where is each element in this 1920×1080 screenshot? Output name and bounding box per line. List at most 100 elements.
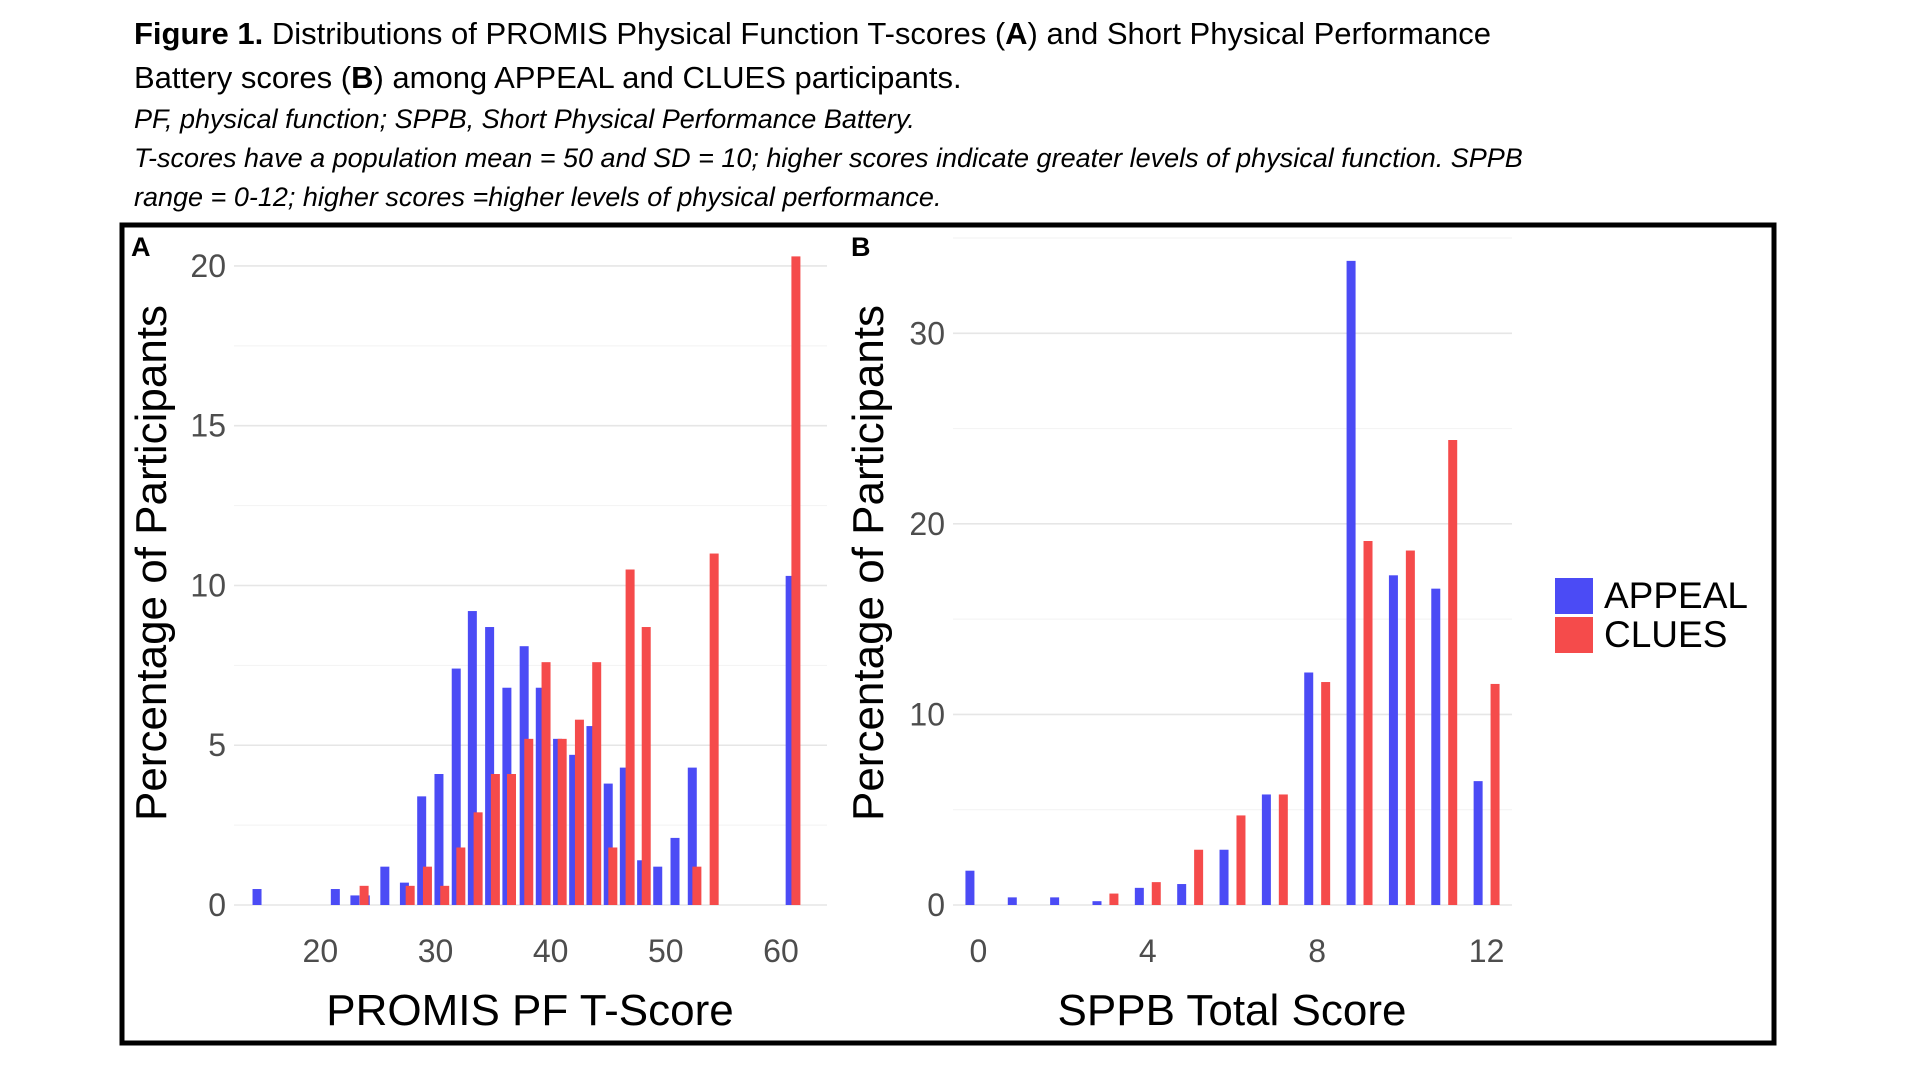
panel-b-bar-clues — [1151, 882, 1161, 905]
figure-label: Figure 1. — [134, 16, 264, 51]
panel-a-histogram: 0 5 10 15 20 20 30 40 50 60 PROMIS PF T-Score Pe… — [127, 248, 827, 1035]
panel-b-y-ticks: 0 10 20 30 — [909, 315, 945, 923]
panel-a-y-tick-label: 20 — [190, 248, 226, 284]
panel-b-y-tick-label: 30 — [909, 315, 945, 351]
panel-a-bar-clues — [456, 847, 466, 905]
panel-b-x-axis-title: SPPB Total Score — [1058, 986, 1407, 1035]
panel-b-bar-appeal — [1304, 672, 1314, 905]
panel-b-bar-clues — [1236, 815, 1246, 905]
panel-a-bar-appeal — [637, 860, 647, 905]
legend-swatch-clues — [1555, 617, 1593, 653]
panel-b-label: B — [851, 232, 871, 262]
legend-label-clues: CLUES — [1604, 614, 1727, 655]
panel-a-bar-appeal — [687, 767, 697, 905]
panel-a-y-axis-title: Percentage of Participants — [127, 305, 176, 821]
panel-a-x-tick-label: 30 — [418, 933, 454, 969]
panel-a-bar-appeal — [330, 889, 340, 905]
panel-b-bar-appeal — [965, 870, 975, 905]
panel-a-bar-clues — [440, 885, 450, 905]
panel-a-bars — [252, 256, 801, 905]
panel-b-bar-clues — [1405, 550, 1415, 905]
panel-b-bar-appeal — [1388, 575, 1398, 905]
panel-a-bar-appeal — [434, 774, 444, 905]
panel-a-bar-appeal — [535, 687, 545, 905]
panel-b-bar-clues — [1109, 893, 1119, 905]
panel-a-bar-clues — [473, 812, 483, 905]
panel-a-bar-clues — [490, 774, 500, 905]
panel-b-y-tick-label: 20 — [909, 506, 945, 542]
panel-b-bar-appeal — [1007, 897, 1017, 905]
panel-a-bar-appeal — [603, 783, 613, 905]
caption-note-line-2: range = 0-12; higher scores =higher leve… — [134, 182, 942, 212]
panel-b-bar-appeal — [1261, 794, 1271, 905]
panel-b-y-axis-title: Percentage of Participants — [844, 305, 893, 821]
caption-note-line-1: T-scores have a population mean = 50 and… — [134, 143, 1523, 173]
panel-a-y-tick-label: 10 — [190, 567, 226, 603]
panel-a-bar-appeal — [252, 889, 262, 905]
panel-a-bar-appeal — [569, 754, 579, 905]
panel-a-bar-appeal — [399, 882, 409, 905]
panel-a-y-tick-label: 5 — [208, 727, 226, 763]
panel-a-bar-appeal — [417, 796, 427, 905]
panel-b-bar-chart: 0 10 20 30 0 4 8 12 SPPB Total Score Percentag… — [844, 237, 1512, 1035]
panel-b-bar-clues — [1448, 440, 1458, 905]
panel-b-bar-appeal — [1346, 260, 1356, 906]
caption-title-line-1: Figure 1. Distributions of PROMIS Physic… — [134, 16, 1492, 51]
panel-a-bar-appeal — [653, 866, 663, 905]
panel-a-bar-appeal — [619, 767, 629, 905]
panel-b-bar-appeal — [1473, 781, 1483, 905]
panel-a-bar-clues — [692, 866, 702, 905]
panel-a-label: A — [131, 232, 151, 262]
panel-a-bar-clues — [557, 738, 567, 905]
panel-a-y-tick-label: 15 — [190, 408, 226, 444]
panel-a-bar-appeal — [519, 646, 529, 905]
panel-b-y-tick-label: 10 — [909, 696, 945, 732]
panel-a-bar-appeal — [785, 575, 795, 905]
panel-a-bar-appeal — [553, 738, 563, 905]
panel-b-bars — [965, 260, 1500, 906]
panel-b-bar-appeal — [1050, 897, 1060, 905]
panel-a-bar-clues — [507, 774, 517, 905]
panel-b-bar-clues — [1321, 682, 1331, 905]
panel-b-bar-clues — [1278, 794, 1288, 905]
panel-b-bar-appeal — [1219, 849, 1229, 905]
panel-a-gridlines — [234, 265, 827, 906]
panel-b-bar-appeal — [1431, 588, 1441, 905]
panel-a-bar-appeal — [451, 668, 461, 905]
panel-a-bar-appeal — [467, 611, 477, 905]
panel-a-bar-appeal — [350, 895, 360, 905]
panel-b-gridlines — [953, 237, 1512, 906]
panel-a-bar-clues — [709, 553, 719, 905]
panel-a-x-tick-label: 50 — [648, 933, 684, 969]
panel-a-bar-appeal — [485, 627, 495, 905]
panel-a-x-tick-label: 60 — [763, 933, 799, 969]
panel-b-x-tick-label: 4 — [1139, 933, 1157, 969]
panel-a-bar-clues — [641, 627, 651, 905]
caption-title-line-2: Battery scores (B) among APPEAL and CLUE… — [134, 60, 962, 95]
panel-a-y-ticks: 0 5 10 15 20 — [190, 248, 226, 923]
panel-a-bar-clues — [608, 847, 618, 905]
panel-a-bar-appeal — [380, 866, 390, 905]
panel-a-x-tick-label: 40 — [533, 933, 569, 969]
panel-a-bar-appeal — [502, 687, 512, 905]
panel-a-y-tick-label: 0 — [208, 887, 226, 923]
panel-a-x-axis-title: PROMIS PF T-Score — [326, 986, 734, 1035]
figure-frame — [119, 222, 1777, 1046]
panel-a-bar-clues — [625, 569, 635, 905]
panel-b-bar-clues — [1363, 541, 1373, 905]
panel-b-x-ticks: 0 4 8 12 — [970, 933, 1505, 969]
panel-a-bar-clues — [405, 885, 415, 905]
panel-b-bar-appeal — [1177, 884, 1187, 905]
panel-a-bar-clues — [592, 662, 602, 905]
panel-a-bar-appeal — [586, 726, 596, 905]
panel-a-bar-clues — [791, 256, 801, 905]
figure-caption: Figure 1. Distributions of PROMIS Physic… — [134, 12, 1774, 217]
caption-abbreviations: PF, physical function; SPPB, Short Physi… — [134, 104, 915, 134]
legend-label-appeal: APPEAL — [1604, 575, 1748, 616]
panel-a-bar-clues — [574, 719, 584, 905]
panel-b-x-tick-label: 12 — [1469, 933, 1505, 969]
panel-b-x-tick-label: 8 — [1308, 933, 1326, 969]
panel-b-bar-appeal — [1092, 901, 1102, 905]
panel-b-bar-clues — [1194, 849, 1204, 905]
